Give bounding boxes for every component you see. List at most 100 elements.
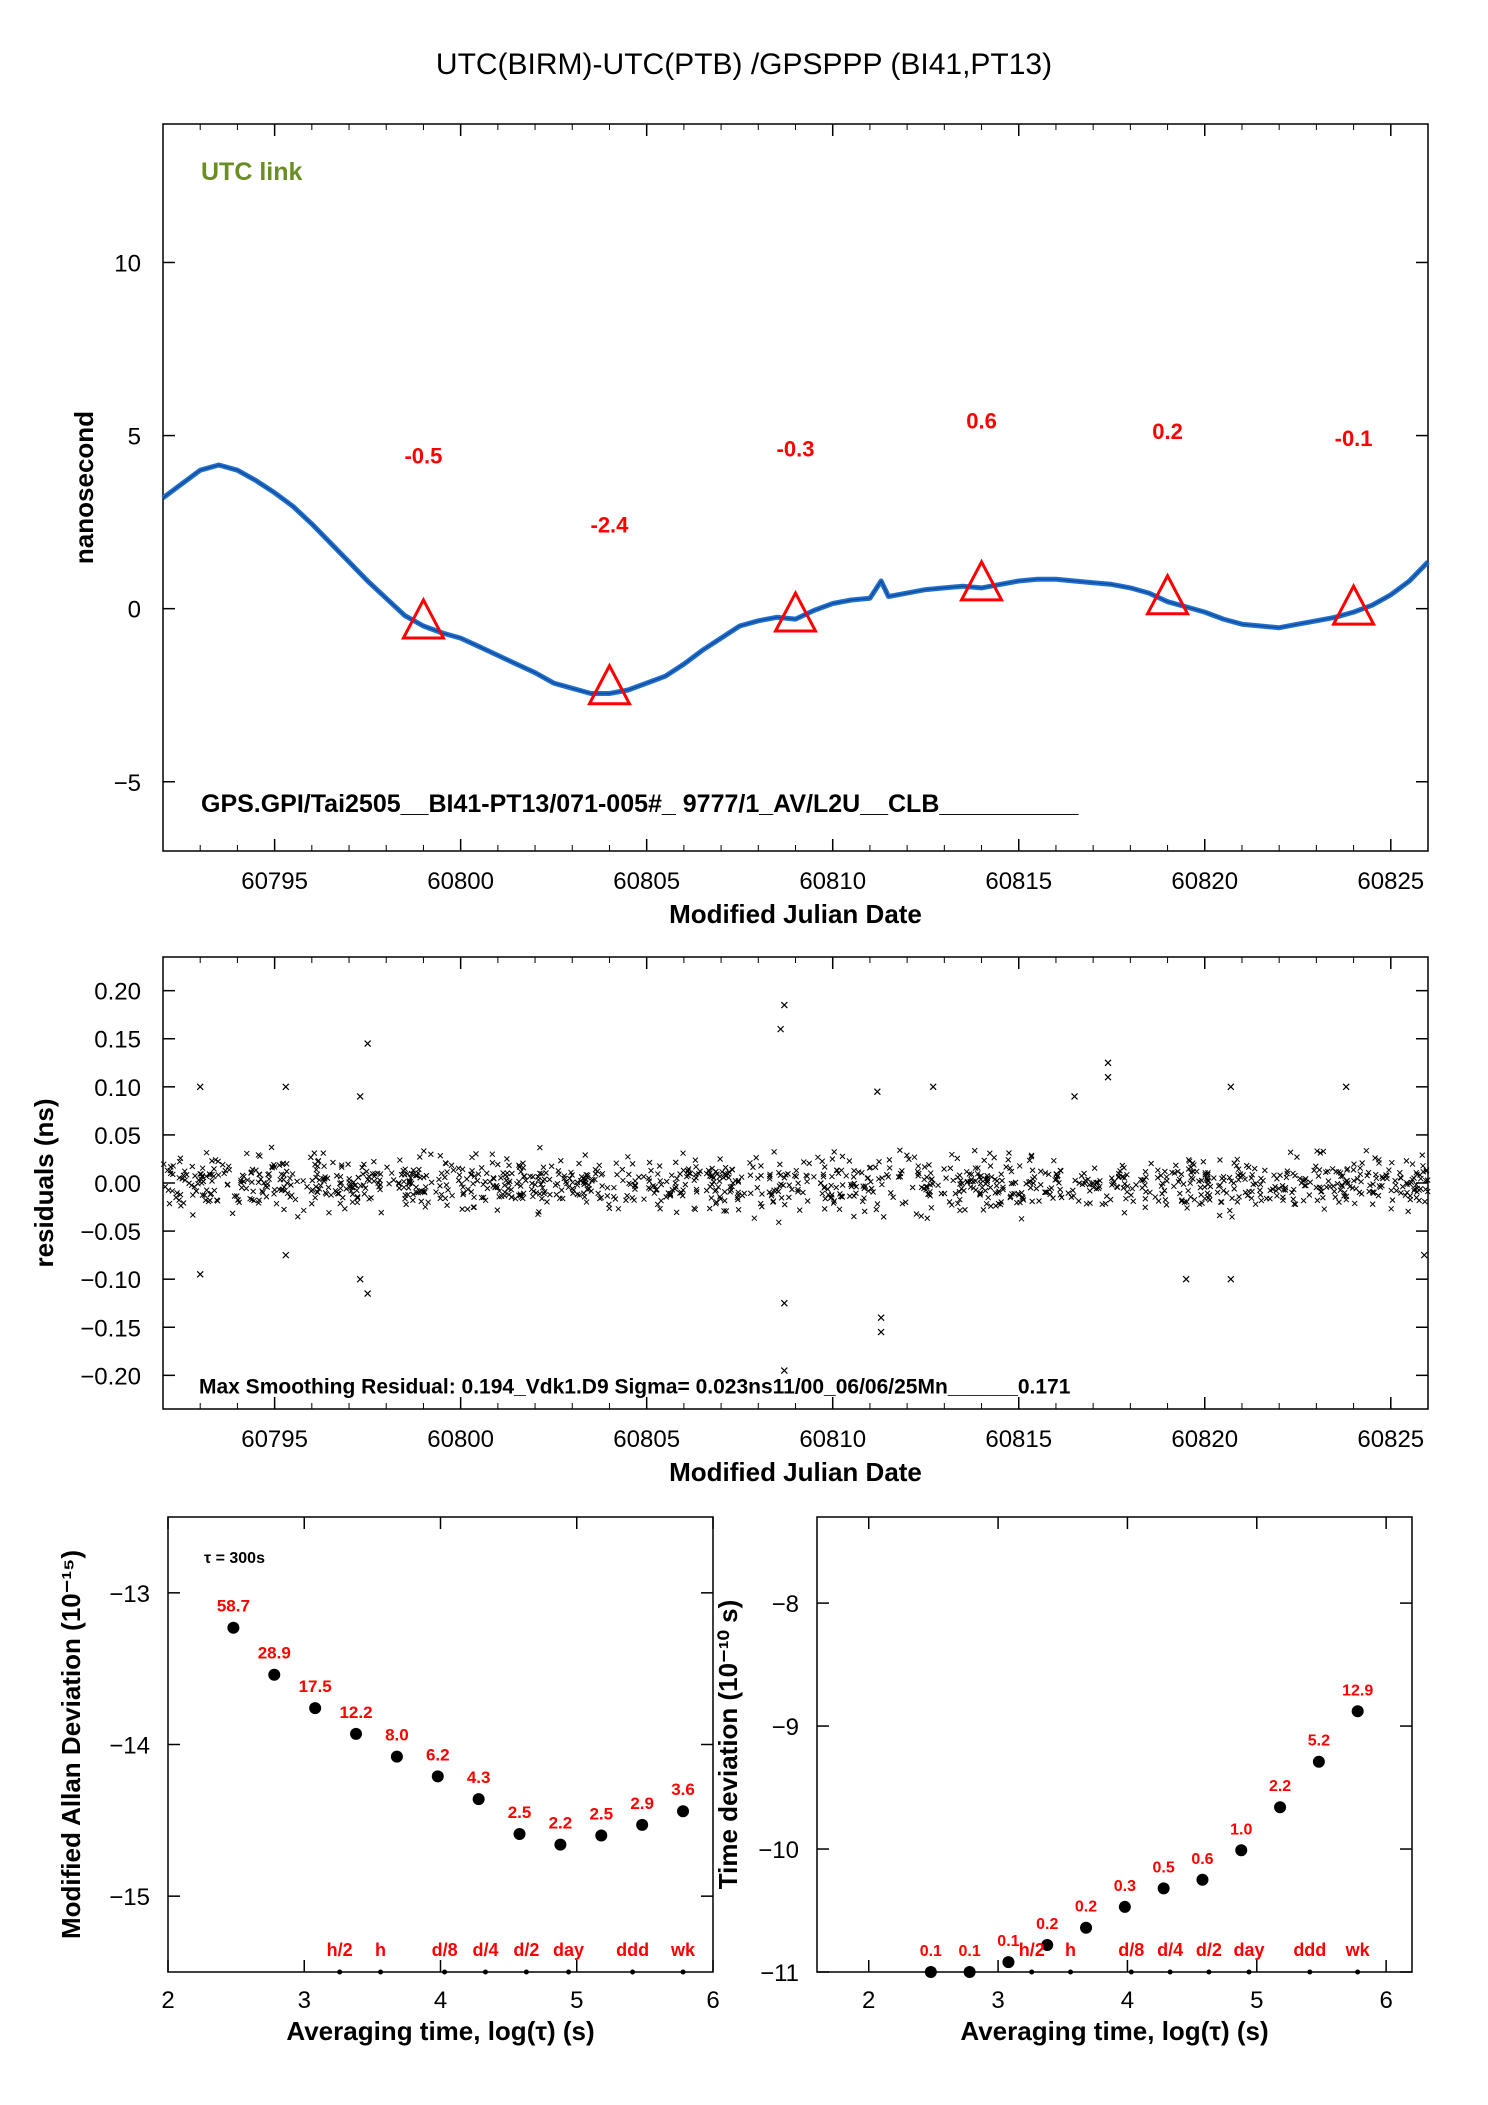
residual-point [410,1167,417,1174]
residual-point [280,1160,287,1167]
residual-point [312,1161,318,1168]
residual-point [1325,1178,1332,1185]
residual-point [811,1173,817,1180]
residual-point [721,1207,727,1214]
residual-point [1185,1187,1192,1194]
residual-point [183,1171,190,1178]
residual-point [839,1193,845,1200]
residual-point [248,1170,254,1176]
residual-point [506,1162,512,1169]
residual-point [1206,1192,1213,1198]
time-mark-label: wk [1345,1940,1371,1960]
residual-point [576,1160,582,1167]
residual-point [1175,1178,1182,1185]
residual-point [1331,1188,1338,1195]
residual-point [328,1192,334,1198]
residual-point [691,1205,698,1212]
residual-point [727,1188,733,1195]
residual-point [654,1201,661,1208]
residual-point [212,1156,219,1163]
residual-point [244,1177,251,1183]
residual-point [1082,1180,1088,1187]
residual-point [1393,1187,1400,1194]
mdev-point [554,1838,567,1851]
residual-point [1053,1176,1060,1183]
residual-point [707,1173,713,1179]
residual-point [904,1152,910,1159]
residual-point [657,1178,664,1184]
residual-point [693,1186,700,1193]
residual-point [219,1161,226,1168]
residual-point [498,1175,504,1181]
residual-point [1202,1171,1209,1178]
residual-point [1363,1147,1370,1154]
residual-point [1130,1198,1137,1205]
residual-point [927,1170,934,1176]
residual-point [873,1206,880,1213]
residual-point [365,1173,372,1180]
residual-point [395,1179,402,1186]
top-y-tick-label: 0 [128,597,141,624]
residual-point [1199,1200,1205,1207]
residual-point [509,1170,515,1177]
residual-point [1357,1165,1364,1171]
marker-value-label: 0.2 [1152,419,1183,444]
residual-point [1332,1194,1339,1200]
residual-point [1404,1181,1410,1188]
residual-point [207,1171,213,1178]
residual-point [1185,1157,1192,1163]
residual-point [899,1200,906,1207]
mdev-x-tick-label: 3 [298,1987,311,2014]
residual-point [1178,1198,1185,1205]
residual-point [1128,1192,1134,1198]
middle-x-tick-label: 60805 [613,1426,680,1453]
residual-point [948,1151,955,1158]
residual-point [1191,1196,1198,1203]
residual-point [360,1171,366,1177]
residual-point [324,1175,331,1182]
residual-point [1047,1191,1054,1198]
time-mark-label: ddd [1293,1940,1326,1960]
residual-point [503,1177,510,1184]
residual-point [594,1168,601,1175]
mdev-y-tick-label: −13 [109,1581,150,1608]
residual-point [273,1200,280,1207]
residual-point [1202,1170,1209,1176]
residual-point [405,1185,412,1191]
residual-point [925,1191,931,1198]
residual-point [806,1160,813,1167]
residual-point [494,1207,501,1213]
residual-point [747,1159,753,1166]
residual-point [1242,1189,1249,1196]
middle-y-tick-label: 0.15 [94,1027,141,1054]
residual-point [566,1175,573,1182]
residual-point [1183,1199,1190,1205]
residual-point [663,1178,670,1185]
tdev-point-label: 5.2 [1308,1733,1330,1750]
residual-point [629,1161,636,1167]
mdev-point [472,1793,485,1806]
residual-point [1188,1174,1195,1181]
residual-point [885,1174,892,1180]
residual-point [1311,1167,1317,1174]
residual-point [985,1194,992,1201]
tdev-point-label: 0.5 [1153,1859,1175,1876]
residual-point [658,1181,665,1188]
residual-point [1420,1162,1426,1169]
residual-point [1187,1194,1194,1200]
residual-point [181,1168,188,1175]
residual-point [313,1183,319,1190]
residual-point [1139,1177,1146,1184]
mdev-axes: 2 3 4 5 6 −15 −14 −13 Averaging time, log(τ) (s)… [56,1516,720,2046]
residual-point [983,1200,990,1207]
residual-point [771,1148,777,1155]
residual-point [210,1173,217,1180]
residual-point [1300,1197,1307,1204]
residual-point [504,1156,510,1162]
residual-point [422,1204,429,1210]
residual-point [1214,1189,1221,1196]
mdev-point [309,1702,322,1715]
residual-point [986,1150,993,1157]
top-x-axis-label: Modified Julian Date [669,899,922,929]
residual-point [251,1197,257,1204]
